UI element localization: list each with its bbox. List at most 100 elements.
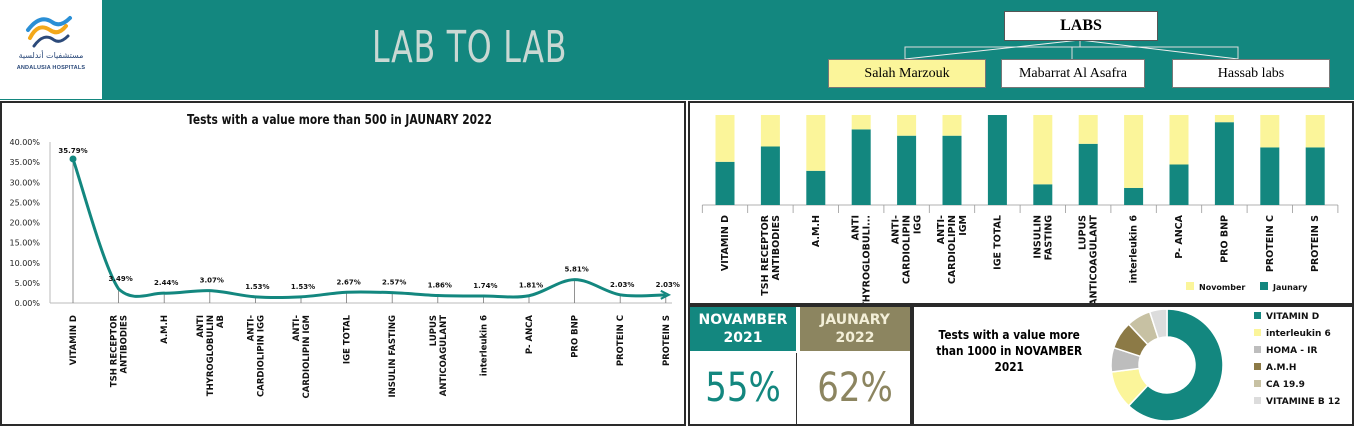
x-category-label: interleukin 6: [479, 315, 489, 376]
x-category-label-line: FASTING: [1043, 215, 1054, 261]
data-label: 2.03%: [610, 281, 634, 289]
x-category-label: PRO BNP: [1219, 215, 1230, 263]
x-category-label: ANTI- CARDIOLIPIN IGG: [246, 315, 266, 397]
bar-segment-novomber: [942, 115, 962, 136]
x-category-label-line: PROTEIN C: [1265, 215, 1276, 272]
x-category-label-line: ANTICOAGULANT: [439, 315, 449, 396]
donut-chart: VITAMIN D interleukin 6 HOMA - IR A.M.H CA 1…: [1110, 308, 1340, 422]
stacked-bar-chart: VITAMIN D TSH RECEPTOR ANTIBODIES A.M.H ANTI…: [701, 115, 1339, 303]
line-chart: 0.00% 5.00% 10.00% 15.00% 20.00% 25.00% 30.00%…: [9, 138, 679, 398]
bar-segment-jaunary: [1033, 184, 1053, 205]
data-label: 2.44%: [154, 279, 178, 287]
x-category-label: ANTI THYROGLOBULI...: [851, 215, 873, 303]
andalusia-logo-icon: مستشفيات أندلسية: [19, 16, 84, 60]
x-category-label-line: ANTIBODIES: [771, 215, 782, 281]
x-category-label-line: P- ANCA: [1174, 214, 1185, 258]
y-tick-label: 5.00%: [15, 279, 41, 288]
data-label: 2.57%: [382, 279, 406, 287]
data-label: 3.07%: [200, 277, 224, 285]
x-category-label: PROTEIN S: [1310, 215, 1321, 272]
x-category-label-line: A.M.H: [811, 215, 822, 247]
x-category-label: P- ANCA: [525, 315, 535, 354]
donut-chart-title: Tests with a value more than 1000 in NOV…: [936, 328, 1083, 374]
legend-swatch: [1254, 363, 1261, 370]
data-label: 2.67%: [336, 278, 360, 286]
x-category-label-line: CARDIOLIPIN: [902, 215, 913, 284]
bar-segment-jaunary: [806, 170, 826, 205]
x-category-label-line: ANTI: [196, 315, 206, 338]
x-category-label: A.M.H: [160, 315, 170, 344]
data-label: 1.74%: [473, 282, 497, 290]
labs-label: LABS: [1004, 11, 1158, 41]
x-category-label-line: TSH RECEPTOR: [760, 214, 771, 295]
x-category-label: P- ANCA: [1174, 214, 1185, 258]
data-label: 1.53%: [245, 283, 269, 291]
x-category-label: IGE TOTAL: [992, 215, 1003, 270]
bar-segment-jaunary: [1214, 122, 1234, 205]
lab-salah-marzouk-button[interactable]: Salah Marzouk: [828, 59, 986, 88]
x-category-label: TSH RECEPTOR ANTIBODIES: [110, 315, 130, 388]
x-category-label: IGE TOTAL: [343, 314, 353, 364]
bar-segment-jaunary: [897, 135, 917, 205]
y-tick-label: 0.00%: [15, 299, 41, 308]
data-label: 1.81%: [519, 282, 543, 290]
bar-segment-novomber: [1214, 115, 1234, 123]
logo: مستشفيات أندلسية ANDALUSIA HOSPITALS: [0, 0, 102, 99]
legend-swatch-novomber: [1186, 282, 1194, 290]
x-category-label: A.M.H: [811, 215, 822, 247]
x-category-label-line: THYROGLOBULIN: [206, 315, 216, 396]
x-category-label-line: LUPUS: [1078, 215, 1089, 250]
bar-segment-novomber: [1169, 115, 1189, 165]
kpi-november-value: 55%: [705, 365, 781, 411]
legend-swatch-jaunary: [1260, 282, 1268, 290]
logo-text: ANDALUSIA HOSPITALS: [16, 65, 86, 71]
legend-label: VITAMINE B 12: [1266, 397, 1340, 407]
x-category-label-line: PRO BNP: [1219, 215, 1230, 263]
x-category-label-line: VITAMIN D: [69, 315, 79, 365]
x-category-label: LUPUS ANTICOAGULANT: [1078, 214, 1100, 303]
x-category-label-line: PROTEIN S: [1310, 215, 1321, 272]
bar-segment-jaunary: [987, 115, 1007, 205]
x-category-label-line: LUPUS: [429, 315, 439, 346]
x-category-label-line: INSULIN FASTING: [388, 315, 398, 398]
data-label: 5.81%: [564, 266, 588, 274]
bar-chart-panel: VITAMIN D TSH RECEPTOR ANTIBODIES A.M.H ANTI…: [688, 101, 1354, 305]
legend-swatch: [1254, 329, 1261, 336]
bar-segment-novomber: [851, 115, 871, 130]
donut-slice: [1127, 308, 1224, 422]
x-category-label-line: interleukin 6: [479, 315, 489, 376]
donut-slice: [1148, 308, 1168, 340]
legend-label: CA 19.9: [1266, 380, 1305, 390]
x-category-label-line: CARDIOLIPIN IGM: [302, 315, 312, 398]
bar-segment-jaunary: [715, 161, 735, 205]
kpi-november-header: NOVAMBER 2021: [690, 307, 796, 351]
legend-label: A.M.H: [1266, 363, 1296, 373]
kpi-january-value: 62%: [817, 365, 893, 411]
legend-label-jaunary: Jaunary: [1272, 283, 1308, 292]
legend-swatch: [1254, 346, 1261, 353]
data-point-marker: [69, 155, 77, 163]
x-category-label: PROTEIN C: [616, 315, 626, 366]
bar-segment-novomber: [1305, 115, 1325, 148]
data-label: 35.79%: [58, 147, 87, 155]
x-category-label: ANTI- CARDIOLIPIN IGM: [936, 215, 969, 284]
bar-segment-novomber: [760, 115, 780, 147]
x-category-label-line: PROTEIN S: [662, 315, 672, 366]
x-category-label: ANTI THYROGLOBULIN AB: [196, 315, 226, 396]
legend-swatch: [1254, 312, 1261, 319]
x-category-label-line: ANTI-: [292, 315, 302, 342]
bar-segment-novomber: [1033, 115, 1053, 185]
legend-label: HOMA - IR: [1266, 346, 1317, 356]
bar-segment-novomber: [806, 115, 826, 171]
legend-label: VITAMIN D: [1266, 312, 1319, 322]
x-category-label-line: IGG: [913, 215, 924, 234]
x-category-label: INSULIN FASTING: [388, 315, 398, 398]
lab-hassab-labs-button[interactable]: Hassab labs: [1172, 59, 1330, 88]
lab-mabarrat-al-asafra-button[interactable]: Mabarrat Al Asafra: [1001, 59, 1145, 88]
x-category-label: ANTI- CARDIOLIPIN IGG: [891, 215, 924, 284]
bar-segment-jaunary: [1124, 187, 1144, 205]
x-category-label-line: A.M.H: [160, 315, 170, 344]
logo-arabic-text: مستشفيات أندلسية: [19, 50, 84, 60]
x-category-label-line: interleukin 6: [1129, 215, 1140, 284]
bar-segment-jaunary: [1078, 143, 1098, 205]
